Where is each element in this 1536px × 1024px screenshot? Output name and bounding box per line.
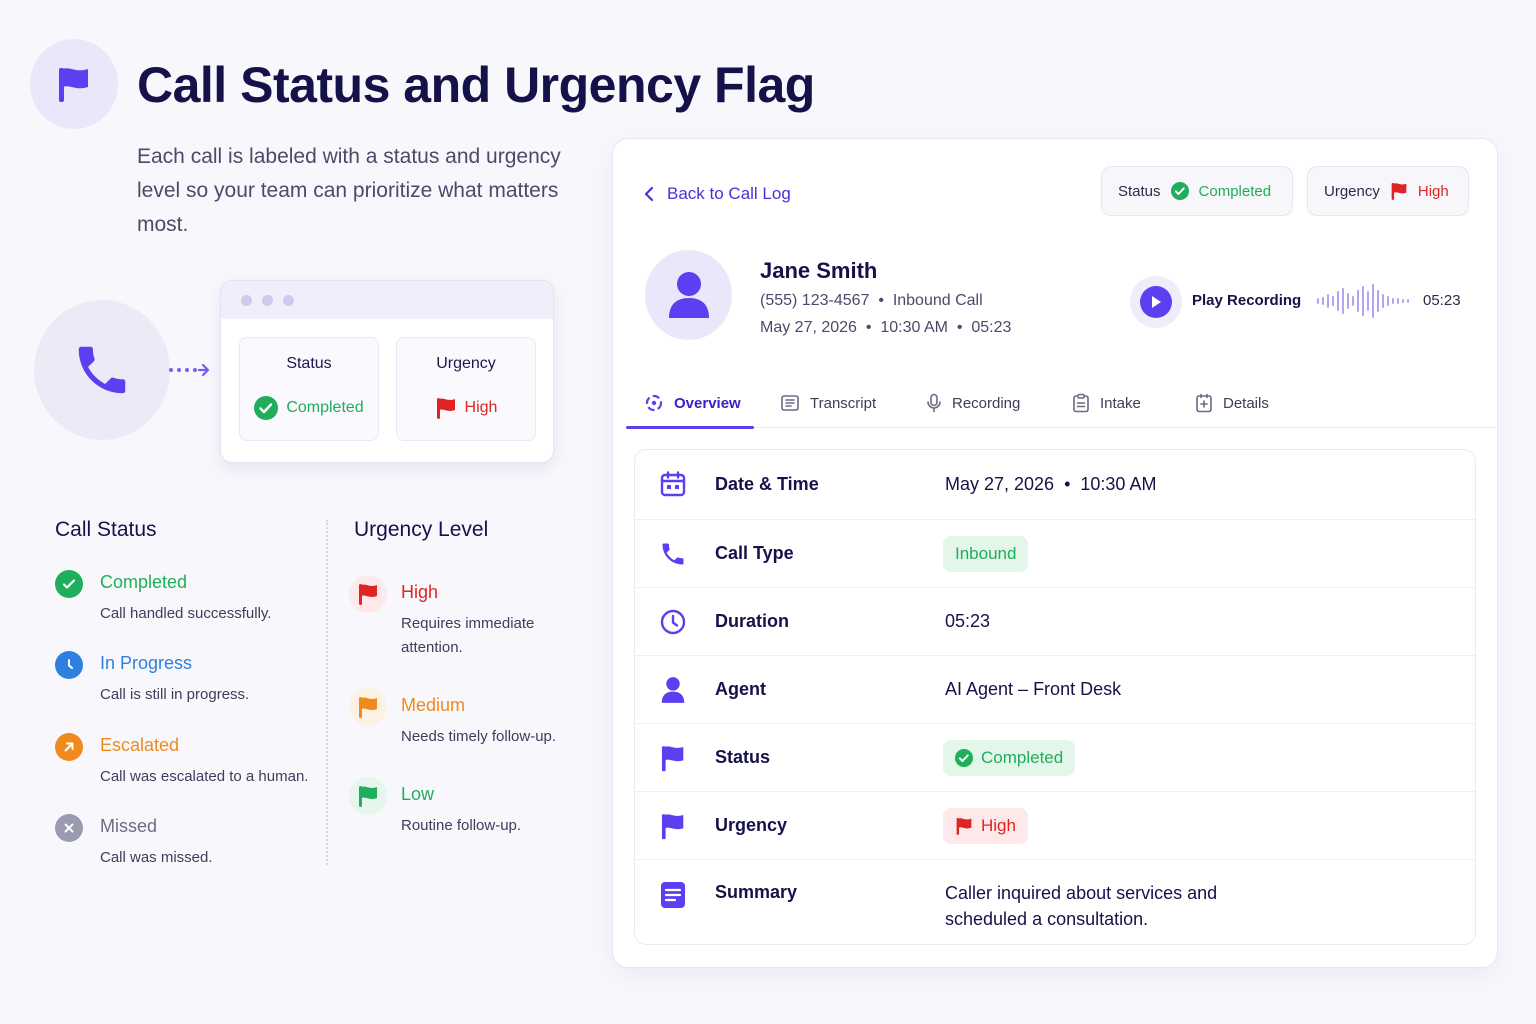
mini-status-card: Status Completed [239,337,379,441]
flag-icon [661,746,684,772]
flag-icon [1391,182,1407,200]
microphone-icon [927,393,941,413]
row-date-time: Date & Time May 27, 2026 • 10:30 AM [635,450,1475,520]
phone-icon [662,543,684,565]
document-icon [661,882,685,908]
clipboard-icon [1073,393,1089,413]
play-recording-label[interactable]: Play Recording [1192,292,1302,309]
arrow-up-right-icon [55,733,83,761]
page-subtitle: Each call is labeled with a status and u… [137,145,561,236]
caller-date-line: May 27, 2026 • 10:30 AM • 05:23 [760,319,1012,336]
play-icon [1140,286,1172,318]
overview-card: Date & Time May 27, 2026 • 10:30 AM Call… [634,449,1476,945]
phone-badge [34,300,170,440]
window-dot [241,294,252,306]
caller-name: Jane Smith [760,258,878,283]
list-icon [781,395,799,411]
mini-urgency-value: High [397,396,535,420]
user-icon [668,272,709,318]
tab-intake[interactable]: Intake [1072,378,1141,428]
user-icon [661,677,685,703]
flag-icon [956,817,972,835]
dotted-arrow-icon [169,363,210,377]
page-title: Call Status and Urgency Flag [137,57,815,113]
flag-icon [349,777,387,815]
tab-transcript[interactable]: Transcript [780,378,876,428]
row-agent: Agent AI Agent – Front Desk [635,656,1475,724]
recording-duration: 05:23 [1423,292,1461,309]
status-badge: Completed [943,740,1076,776]
check-circle-icon [1170,182,1189,200]
check-circle-icon [55,570,83,598]
waveform-icon [1317,284,1409,318]
back-to-call-log-link[interactable]: Back to Call Log [643,184,791,204]
flag-icon [436,398,455,419]
mini-window-bar [221,281,553,319]
flag-badge [30,39,118,129]
tab-overview[interactable]: Overview [644,378,741,428]
caller-phone-line: (555) 123-4567 • Inbound Call [760,292,983,309]
x-circle-icon [55,814,83,842]
legend-divider [326,520,328,865]
call-type-badge: Inbound [943,536,1029,572]
flag-icon [59,68,88,102]
play-recording-button[interactable] [1130,276,1182,328]
urgency-level-title: Urgency Level [354,518,489,541]
details-icon [1196,393,1212,413]
phone-icon [78,346,126,394]
flag-icon [349,688,387,726]
window-dot [283,294,294,306]
caller-avatar [645,250,732,340]
clock-icon [55,651,83,679]
tab-recording[interactable]: Recording [926,378,1020,428]
check-circle-icon [955,749,973,767]
call-status-title: Call Status [55,518,157,541]
flag-icon [349,575,387,613]
clock-icon [660,609,686,635]
mini-urgency-card: Urgency High [396,337,536,441]
flag-icon [661,814,684,840]
urgency-badge: High [943,808,1028,844]
detail-tabs: Overview Transcript Recording Intake Det… [626,378,1496,429]
urgency-chip[interactable]: Urgency High [1307,166,1469,216]
calendar-icon [660,471,686,497]
row-call-type: Call Type Inbound [635,520,1475,588]
active-tab-indicator [626,426,754,429]
status-chip[interactable]: Status Completed [1101,166,1293,216]
row-summary: Summary Caller inquired about services a… [635,860,1475,944]
check-circle-icon [254,396,279,420]
mini-urgency-label: Urgency [436,355,496,372]
mini-status-value: Completed [240,396,378,420]
chevron-left-icon [644,186,654,202]
row-status: Status Completed [635,724,1475,792]
overview-icon [645,394,663,412]
mini-window: Status Completed Urgency High [220,280,554,463]
tab-details[interactable]: Details [1195,378,1269,428]
row-duration: Duration 05:23 [635,588,1475,656]
mini-status-label: Status [286,355,332,372]
window-dot [262,294,273,306]
row-urgency: Urgency High [635,792,1475,860]
